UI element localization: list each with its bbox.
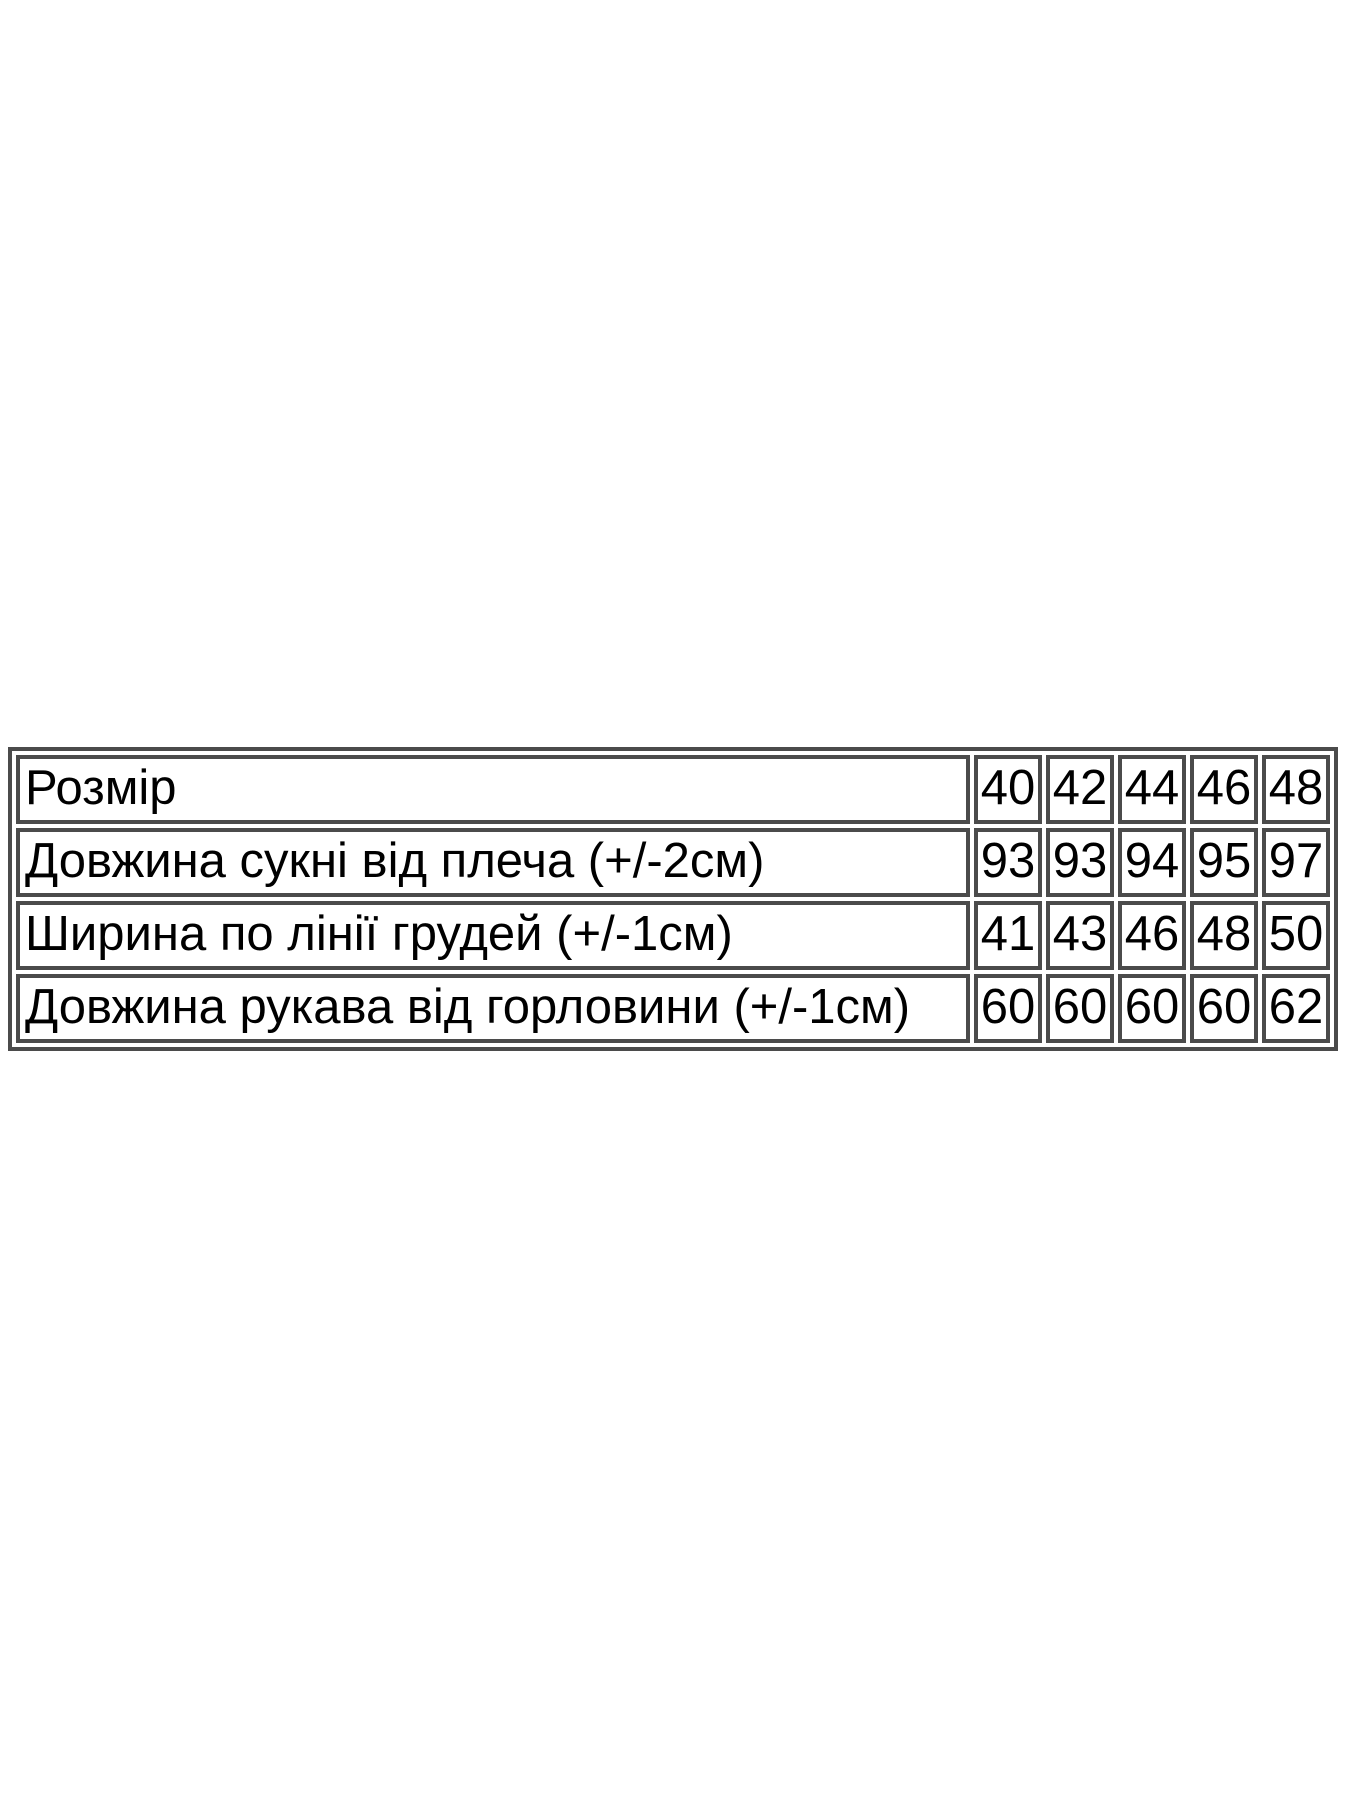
value-cell: 95 [1190,828,1258,897]
value-cell: 41 [974,901,1042,970]
value-cell: 97 [1262,828,1330,897]
value-cell: 93 [1046,828,1114,897]
value-cell: 50 [1262,901,1330,970]
size-header-cell: 40 [974,755,1042,824]
value-cell: 60 [1046,974,1114,1043]
value-cell: 60 [1190,974,1258,1043]
value-cell: 93 [974,828,1042,897]
value-cell: 60 [1118,974,1186,1043]
table-row-sleeve-length: Довжина рукава від горловини (+/-1см) 60… [16,974,1330,1043]
value-cell: 94 [1118,828,1186,897]
size-chart: Розмір 40 42 44 46 48 Довжина сукні від … [8,747,1338,1051]
value-cell: 48 [1190,901,1258,970]
row-label-size: Розмір [16,755,970,824]
row-label-dress-length: Довжина сукні від плеча (+/-2см) [16,828,970,897]
table-row-dress-length: Довжина сукні від плеча (+/-2см) 93 93 9… [16,828,1330,897]
value-cell: 46 [1118,901,1186,970]
value-cell: 43 [1046,901,1114,970]
size-header-cell: 48 [1262,755,1330,824]
size-header-cell: 42 [1046,755,1114,824]
table-row-chest-width: Ширина по лінії грудей (+/-1см) 41 43 46… [16,901,1330,970]
row-label-chest-width: Ширина по лінії грудей (+/-1см) [16,901,970,970]
size-header-cell: 44 [1118,755,1186,824]
table-row-sizes: Розмір 40 42 44 46 48 [16,755,1330,824]
size-header-cell: 46 [1190,755,1258,824]
value-cell: 62 [1262,974,1330,1043]
value-cell: 60 [974,974,1042,1043]
size-chart-table: Розмір 40 42 44 46 48 Довжина сукні від … [8,747,1338,1051]
row-label-sleeve-length: Довжина рукава від горловини (+/-1см) [16,974,970,1043]
